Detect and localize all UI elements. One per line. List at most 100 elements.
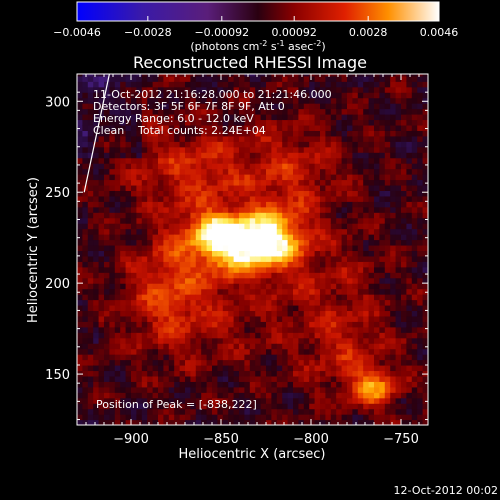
heatmap-cell [325,348,332,355]
heatmap-cell [314,141,321,148]
heatmap-cell [131,315,137,322]
heatmap-cell [411,364,418,372]
heatmap-cell [287,168,294,175]
heatmap-cell [190,310,197,317]
heatmap-cell [282,315,289,322]
heatmap-cell [93,288,100,295]
heatmap-cell [363,299,370,306]
heatmap-cell [411,234,418,241]
observation-info: 11-Oct-2012 21:16:28.000 to 21:21:46.000… [93,88,332,411]
heatmap-cell [320,174,326,181]
heatmap-cell [222,375,229,382]
heatmap-cell [212,81,218,88]
heatmap-cell [185,244,191,252]
heatmap-cell [298,114,305,121]
heatmap-cell [320,321,326,328]
heatmap-cell [104,310,110,317]
heatmap-cell [228,152,235,159]
heatmap-cell [276,348,283,355]
heatmap-cell [136,343,143,350]
heatmap-cell [206,174,213,181]
heatmap-cell [401,354,407,361]
heatmap-cell [125,326,132,333]
heatmap-cell [266,239,272,246]
heatmap-cell [249,364,256,372]
heatmap-cell [401,299,407,306]
heatmap-cell [125,332,132,339]
heatmap-cell [120,201,127,208]
heatmap-cell [125,124,132,131]
heatmap-cell [417,419,424,425]
heatmap-cell [98,310,105,317]
heatmap-cell [87,239,94,246]
heatmap-cell [212,337,218,344]
heatmap-cell [206,103,213,110]
heatmap-cell [401,152,407,159]
heatmap-cell [185,75,191,82]
heatmap-cell [93,103,100,110]
heatmap-cell [276,234,283,241]
heatmap-cell [314,326,321,333]
heatmap-cell [314,206,321,213]
heatmap-cell [201,250,208,257]
heatmap-cell [147,408,154,415]
heatmap-cell [179,206,186,213]
heatmap-cell [158,408,164,415]
heatmap-cell [309,370,316,377]
heatmap-cell [147,250,154,257]
heatmap-cell [384,244,391,252]
heatmap-cell [147,294,154,301]
heatmap-cell [244,261,251,268]
heatmap-cell [422,277,428,284]
heatmap-cell [82,304,89,312]
heatmap-cell [179,266,186,273]
heatmap-cell [282,86,289,93]
heatmap-cell [222,86,229,93]
heatmap-cell [206,386,213,393]
heatmap-cell [303,364,310,372]
heatmap-cell [422,261,428,268]
heatmap-cell [87,272,94,279]
heatmap-cell [314,266,321,273]
heatmap-cell [195,343,202,350]
heatmap-cell [233,163,240,170]
heatmap-cell [390,119,397,126]
heatmap-cell [374,397,380,404]
heatmap-cell [82,359,89,366]
heatmap-cell [249,92,256,99]
heatmap-cell [368,255,375,262]
heatmap-cell [411,114,418,121]
heatmap-cell [125,283,132,290]
heatmap-cell [174,294,181,301]
heatmap-cell [260,354,267,361]
heatmap-cell [217,103,224,110]
heatmap-cell [298,321,305,328]
heatmap-cell [422,283,428,290]
heatmap-cell [190,332,197,339]
heatmap-cell [98,381,105,388]
heatmap-cell [147,419,154,425]
heatmap-cell [125,152,132,159]
heatmap-cell [266,337,272,344]
heatmap-cell [352,255,359,262]
heatmap-cell [282,294,289,301]
heatmap-cell [222,277,229,284]
heatmap-cell [401,97,407,104]
heatmap-cell [287,294,294,301]
heatmap-cell [152,157,159,164]
heatmap-cell [341,184,348,191]
heatmap-cell [104,414,110,421]
heatmap-cell [347,206,353,213]
heatmap-cell [217,130,224,137]
heatmap-cell [141,195,148,202]
heatmap-cell [174,272,181,279]
heatmap-cell [239,201,245,208]
heatmap-cell [368,392,375,399]
heatmap-cell [158,103,164,110]
heatmap-cell [222,152,229,159]
heatmap-cell [244,348,251,355]
heatmap-cell [163,163,170,170]
heatmap-cell [357,201,364,208]
heatmap-cell [320,206,326,213]
heatmap-cell [120,283,127,290]
